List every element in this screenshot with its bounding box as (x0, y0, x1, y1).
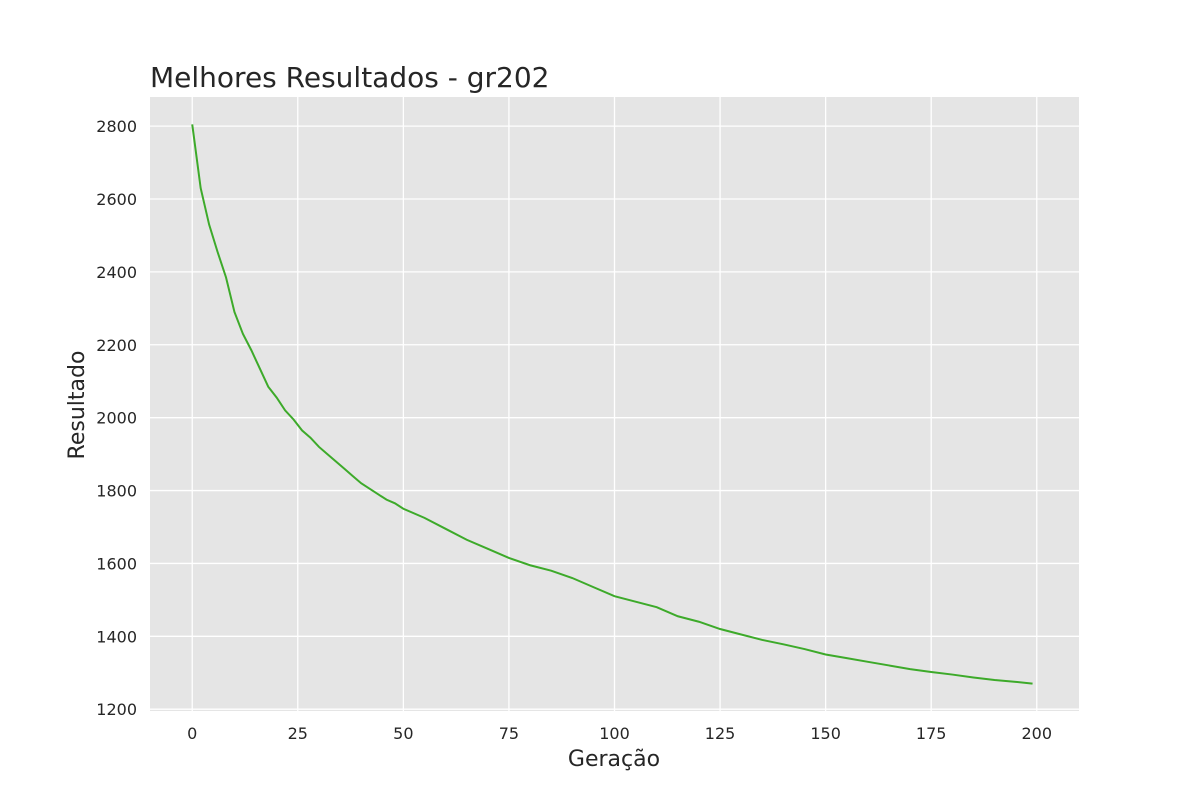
y-tick-label: 2000 (96, 409, 137, 428)
y-tick-label: 2400 (96, 263, 137, 282)
x-tick-label: 125 (705, 724, 736, 743)
x-tick-label: 175 (916, 724, 947, 743)
y-tick-label: 2800 (96, 117, 137, 136)
y-tick-label: 2600 (96, 190, 137, 209)
x-tick-label: 100 (599, 724, 630, 743)
gridlines (150, 97, 1079, 711)
x-tick-label: 150 (810, 724, 841, 743)
y-tick-label: 1400 (96, 627, 137, 646)
y-tick-label: 2200 (96, 336, 137, 355)
x-tick-label: 0 (187, 724, 197, 743)
tick-labels: 0 25 50 75 100 125 150 175 200 1200 1400 1600 1800 20… (96, 117, 1052, 743)
x-tick-label: 75 (499, 724, 519, 743)
x-tick-label: 200 (1021, 724, 1052, 743)
y-tick-label: 1600 (96, 554, 137, 573)
y-axis-label: Resultado (65, 351, 90, 460)
chart-title: Melhores Resultados - gr202 (150, 61, 549, 94)
x-tick-label: 50 (393, 724, 413, 743)
x-tick-label: 25 (288, 724, 308, 743)
y-tick-label: 1200 (96, 700, 137, 719)
series-line (191, 124, 1033, 685)
x-axis-label: Geração (568, 747, 660, 772)
y-tick-label: 1800 (96, 482, 137, 501)
